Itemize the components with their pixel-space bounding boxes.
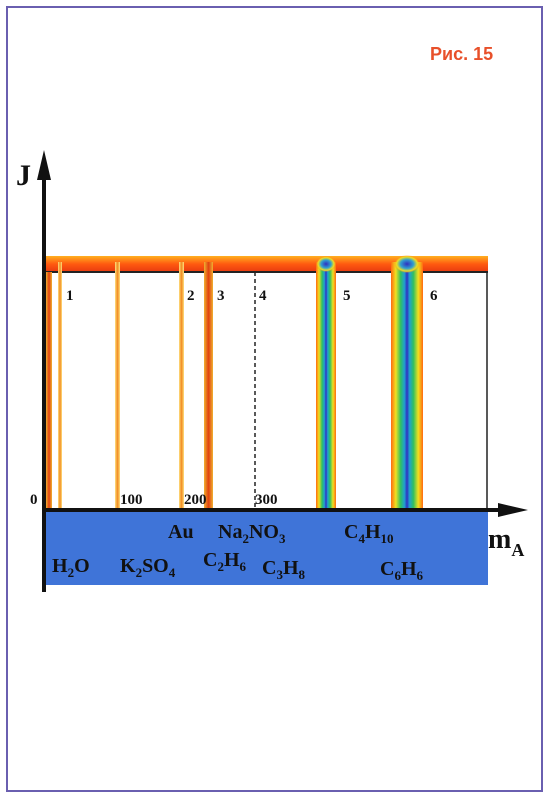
line-100 — [115, 262, 120, 510]
tick-0: 0 — [30, 492, 38, 508]
line-2 — [179, 262, 184, 510]
region-2: 2 — [187, 288, 195, 304]
top-band — [46, 256, 488, 272]
line-1 — [58, 262, 62, 510]
label-c2h6: C2H6 — [203, 549, 247, 574]
x-axis-label-subscript: A — [511, 540, 524, 560]
spectrum-line-5 — [316, 262, 336, 510]
spectrum-line-6 — [391, 262, 423, 510]
tick-100: 100 — [120, 492, 143, 508]
label-na2no3: Na2NO3 — [218, 521, 286, 546]
page-frame — [6, 6, 543, 792]
line-0 — [46, 272, 52, 510]
spectrum-blob-5 — [316, 256, 336, 272]
region-1: 1 — [66, 288, 74, 304]
x-axis-label: m — [488, 524, 511, 555]
y-axis-label: J — [16, 159, 31, 192]
line-3 — [204, 262, 213, 510]
base-region — [46, 512, 488, 585]
label-c3h8: C3H8 — [262, 557, 306, 582]
tick-200: 200 — [184, 492, 207, 508]
label-c6h6: C6H6 — [380, 558, 424, 583]
tick-300: 300 — [255, 492, 278, 508]
region-6: 6 — [430, 288, 438, 304]
x-axis-arrow — [498, 503, 528, 517]
label-c4h10: C4H10 — [344, 521, 394, 546]
region-4: 4 — [259, 288, 267, 304]
region-3: 3 — [217, 288, 225, 304]
y-axis-arrow — [37, 150, 51, 180]
label-au: Au — [168, 521, 194, 543]
spectrum-blob-6 — [394, 255, 420, 273]
label-h2o: H2O — [52, 555, 90, 580]
region-5: 5 — [343, 288, 351, 304]
figure-caption: Рис. 15 — [430, 44, 494, 64]
label-k2so4: K2SO4 — [120, 555, 176, 580]
svg-text:mA: mA — [488, 524, 524, 560]
